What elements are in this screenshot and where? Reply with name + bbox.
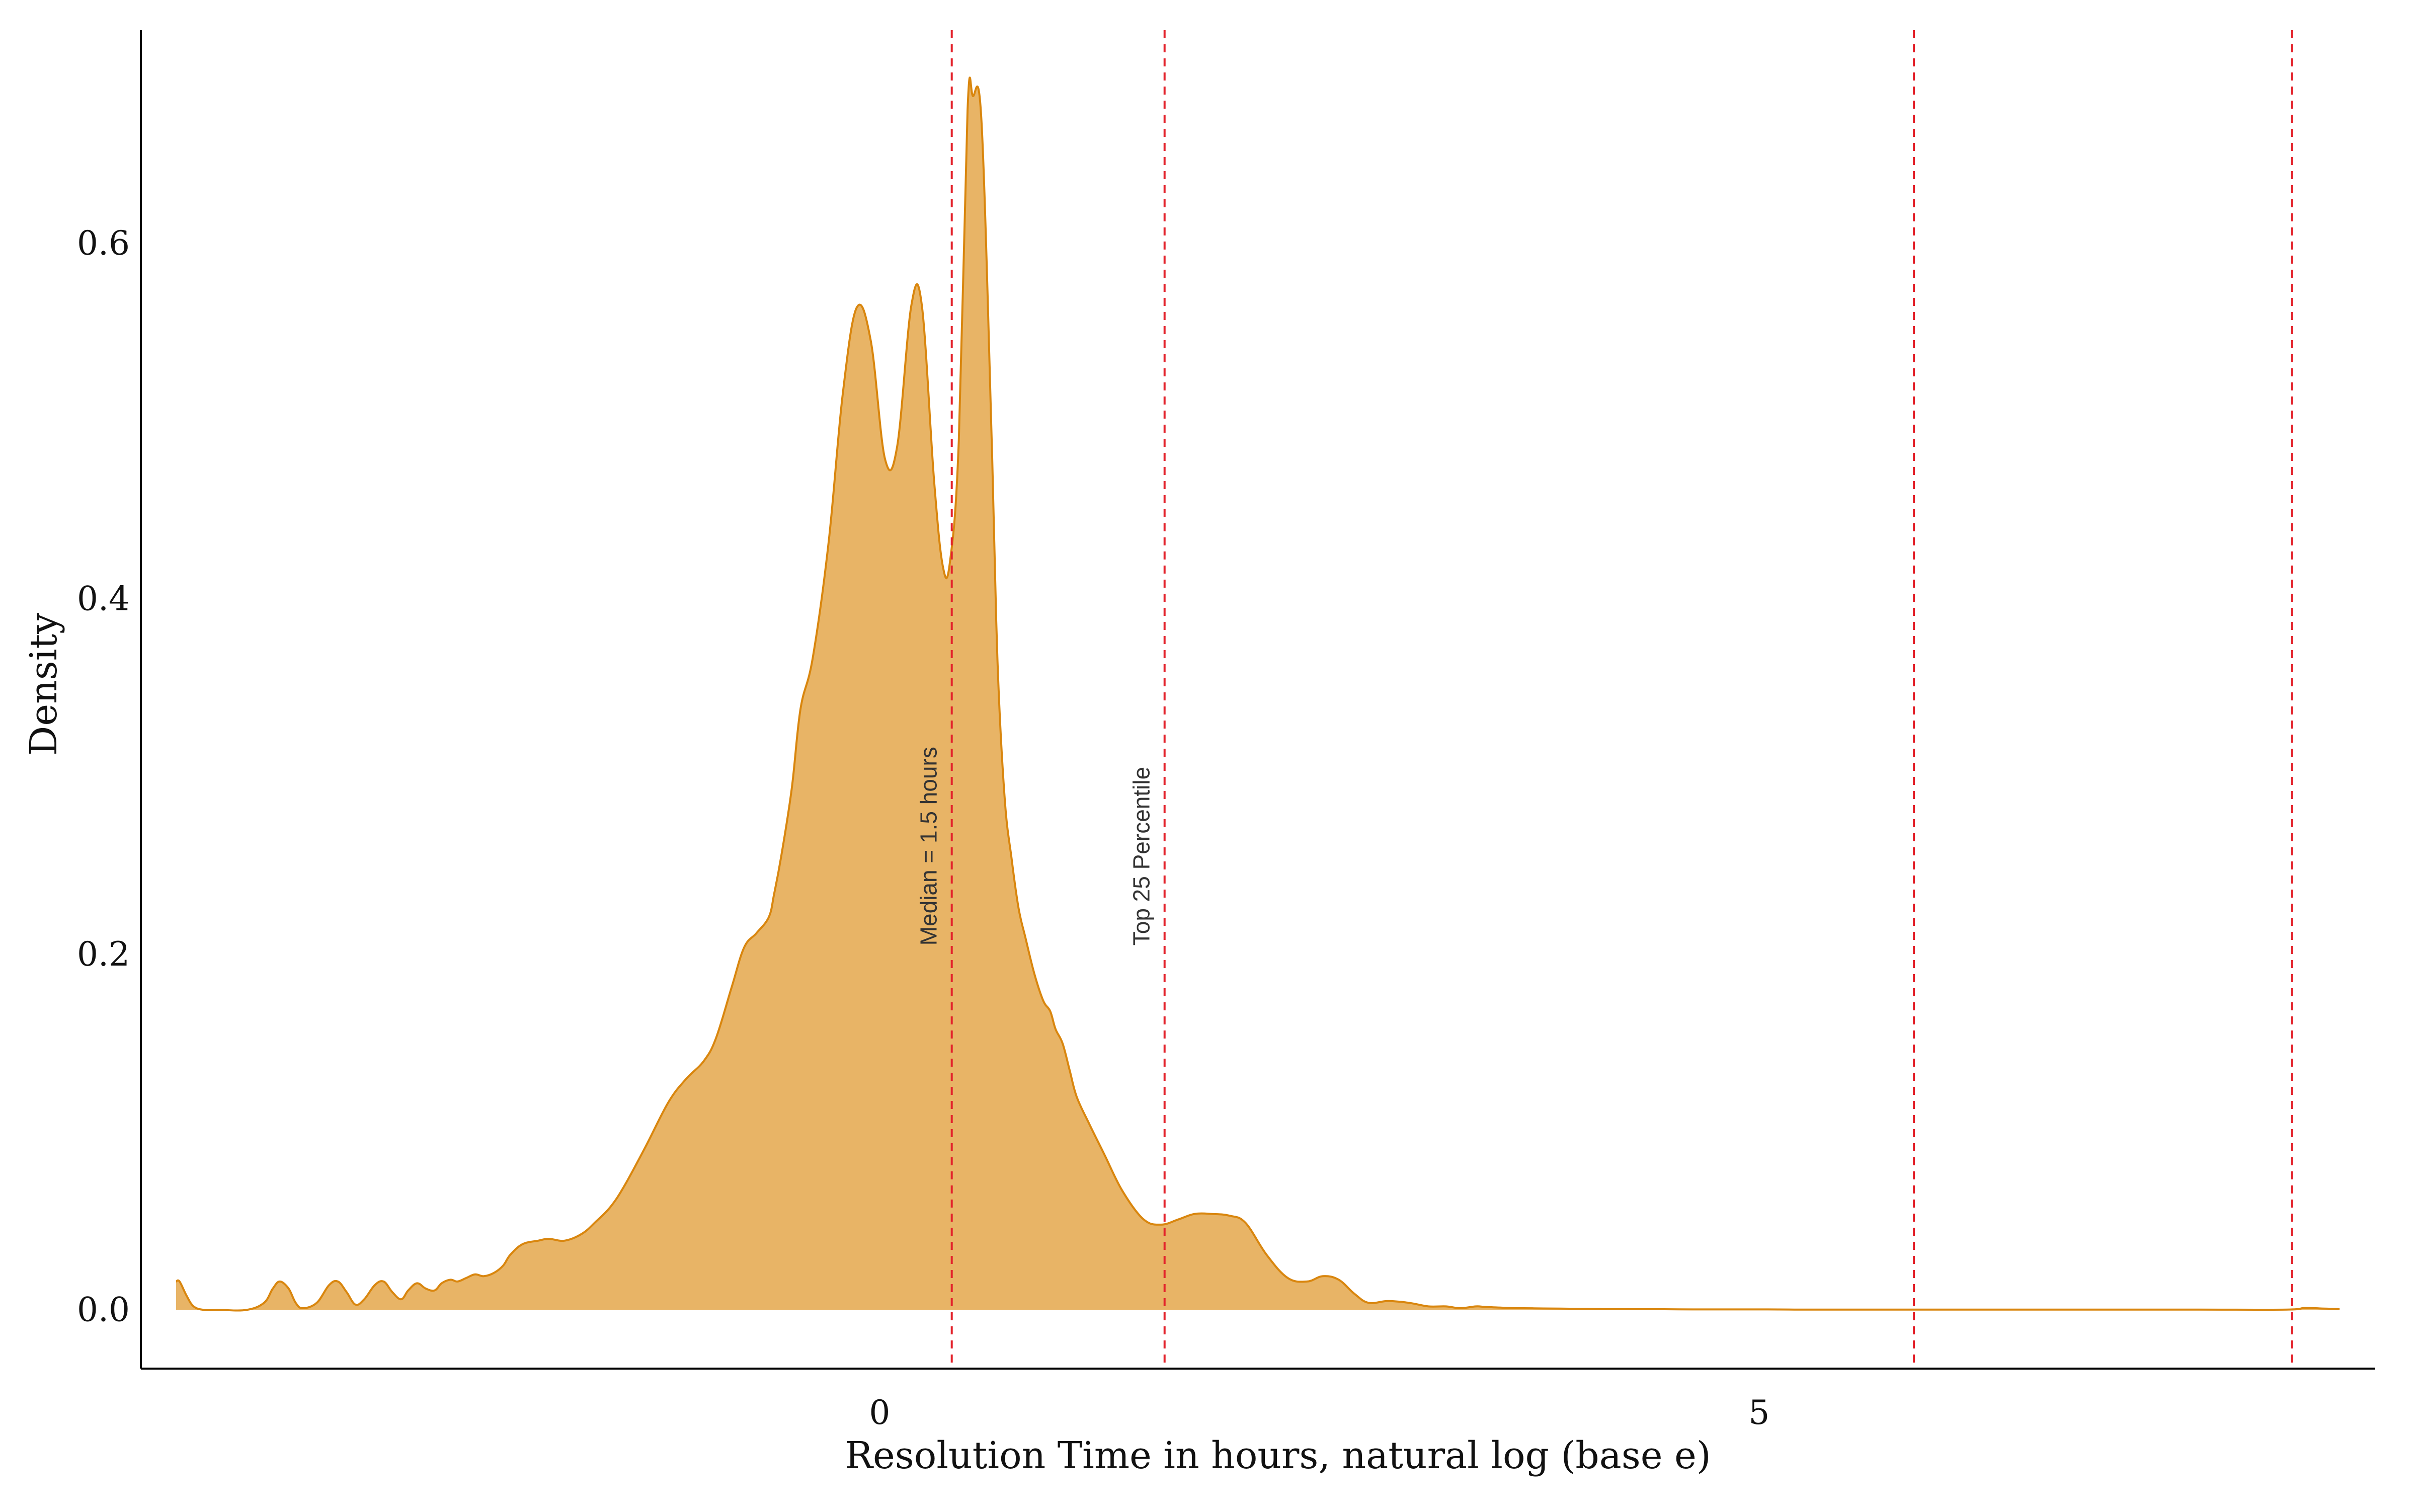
x-tick-label: 5 xyxy=(1748,1393,1769,1432)
y-axis-title: Density xyxy=(22,613,65,756)
tick-labels-layer: 0 5 0.0 0.2 0.4 0.6 xyxy=(77,224,1769,1432)
density-area-fill xyxy=(176,77,2340,1311)
y-tick-label: 0.4 xyxy=(77,579,130,618)
y-tick-label: 0.0 xyxy=(77,1290,130,1329)
x-tick-label: 0 xyxy=(869,1393,890,1432)
reference-line-label: Median = 1.5 hours xyxy=(916,747,942,945)
reference-line-label: Top 25 Percentile xyxy=(1129,767,1155,945)
reference-lines-layer: Median = 1.5 hours Top 25 Percentile xyxy=(916,30,2293,1369)
y-tick-label: 0.6 xyxy=(77,224,130,263)
axes-layer xyxy=(140,30,2375,1370)
x-axis-title: Resolution Time in hours, natural log (b… xyxy=(845,1434,1711,1477)
y-tick-label: 0.2 xyxy=(77,935,130,974)
density-area-layer xyxy=(176,76,2340,1312)
density-outline xyxy=(176,76,2340,1312)
